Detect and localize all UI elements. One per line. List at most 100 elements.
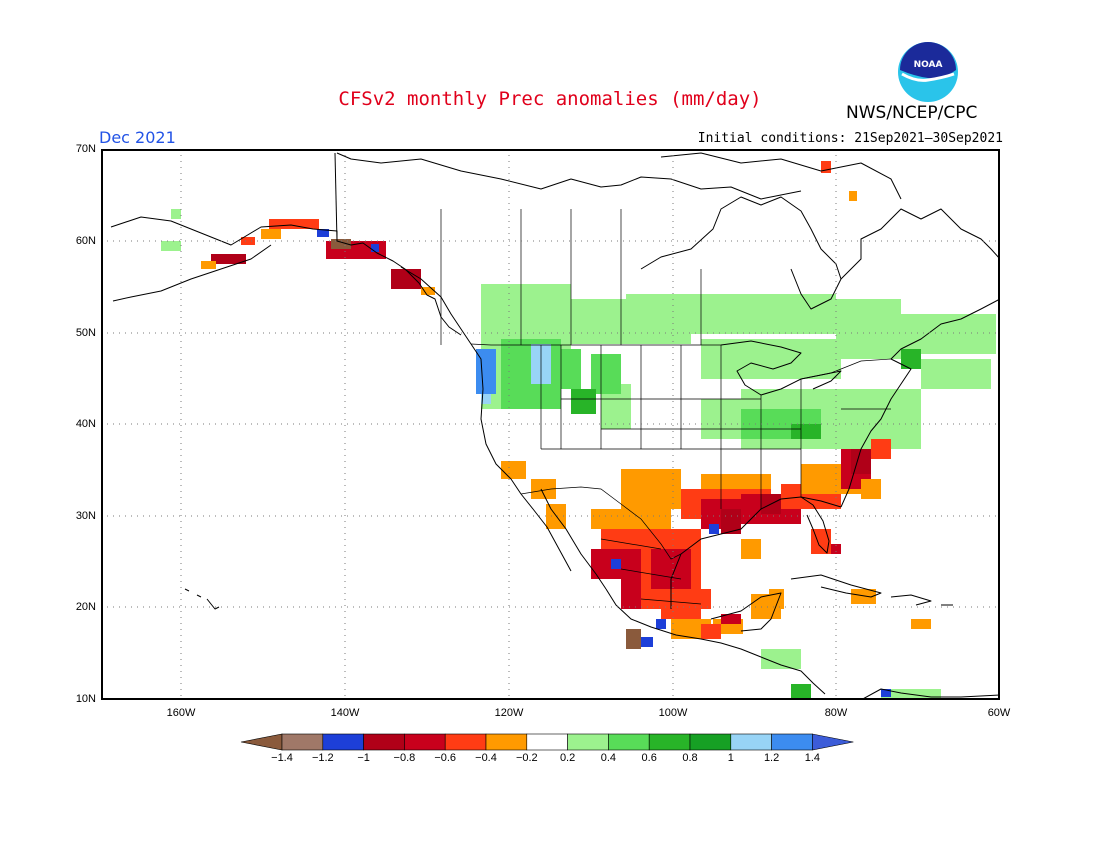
colorbar-tick-label: −1: [357, 752, 370, 764]
anomaly-cell-orange: [851, 589, 876, 604]
alaska-coast: [110, 216, 462, 336]
anomaly-cell-dark-blue: [611, 559, 621, 569]
colorbar-cell: [730, 733, 772, 751]
central-america: [760, 656, 826, 695]
arctic-coast: [336, 152, 802, 200]
anomaly-cell-red-orange: [601, 529, 641, 549]
colorbar-tick-label: 1.4: [804, 752, 821, 764]
colorbar-tick-label: −1.4: [271, 752, 293, 764]
colorbar-tick-label: 1.2: [763, 752, 780, 764]
anomaly-cells: [161, 161, 996, 700]
colorbar-arrow-left: [240, 733, 283, 751]
south-america: [860, 688, 1000, 700]
anomaly-cell-orange: [591, 509, 671, 529]
lon-label-140w: 140W: [330, 707, 360, 719]
anomaly-cell-light-green: [171, 209, 181, 219]
colorbar-tick-label: −1.2: [311, 752, 334, 764]
hispaniola: [890, 594, 932, 606]
colorbar-cell: [608, 733, 650, 751]
colorbar-tick-label: −0.6: [434, 752, 457, 764]
colorbar-tick-label: 0.2: [559, 752, 576, 764]
map-frame: [101, 149, 1000, 700]
colorbar-cell: [281, 733, 324, 751]
colorbar-cell: [648, 733, 691, 751]
anomaly-cell-dark-red: [391, 269, 421, 289]
logo-text: NOAA: [914, 60, 943, 70]
alaska-border: [334, 152, 338, 242]
colorbar-cell: [771, 733, 813, 751]
anomaly-map: [101, 149, 1000, 700]
hawaii: [184, 588, 220, 610]
anomaly-cell-dark-green: [571, 389, 596, 414]
labrador-coast: [840, 208, 1000, 280]
agency-label: NWS/NCEP/CPC: [846, 103, 978, 123]
colorbar-cell: [689, 733, 732, 751]
cuba: [790, 574, 882, 598]
anomaly-cell-orange: [911, 619, 931, 629]
anomaly-cell-red-orange: [269, 219, 319, 229]
anomaly-cell-dark-blue: [709, 524, 719, 534]
anomaly-cell-brown: [331, 239, 351, 249]
colorbar-tick-label: −0.2: [515, 752, 538, 764]
anomaly-cell-light-green: [626, 294, 836, 334]
anomaly-cell-orange: [201, 261, 216, 269]
colorbar-tick-label: −0.8: [393, 752, 416, 764]
lon-label-160w: 160W: [166, 707, 196, 719]
mexico-states: [600, 538, 702, 605]
coastlines: [110, 152, 1000, 700]
anomaly-cell-dark-green: [901, 349, 921, 369]
lat-label-10n: 10N: [75, 693, 96, 705]
lat-label-30n: 30N: [75, 510, 96, 522]
lon-label-100w: 100W: [658, 707, 688, 719]
anomaly-cell-orange: [861, 479, 881, 499]
anomaly-cell-dark-red: [851, 449, 871, 474]
colorbar-cell: [567, 733, 609, 751]
lon-label-120w: 120W: [494, 707, 524, 719]
us-west-coast: [470, 343, 522, 495]
anomaly-cell-orange: [421, 287, 435, 295]
colorbar-cell: [404, 733, 446, 751]
colorbar-tick-label: 0.6: [641, 752, 657, 764]
atlantic-canada: [890, 298, 1000, 360]
anomaly-cell-red-orange: [811, 529, 831, 554]
anomaly-cell-red-orange: [821, 161, 831, 173]
anomaly-cell-orange: [531, 479, 556, 499]
anomaly-cell-dark-red: [721, 509, 741, 534]
borders: [440, 209, 892, 605]
anomaly-cell-red-orange: [871, 439, 891, 459]
anomaly-cell-dark-blue: [641, 637, 653, 647]
anomaly-cell-orange: [261, 229, 281, 239]
anomaly-cell-light-green: [901, 314, 996, 354]
anomaly-cell-light-green: [701, 339, 841, 379]
anomaly-cell-red-orange: [701, 624, 721, 639]
chart-title: CFSv2 monthly Prec anomalies (mm/day): [338, 88, 762, 110]
initial-conditions: Initial conditions: 21Sep2021–30Sep2021: [697, 131, 1003, 146]
colorbar-tick-label: 1: [727, 752, 734, 764]
anomaly-cell-dark-blue: [881, 689, 891, 697]
anomaly-cell-light-green: [161, 241, 181, 251]
anomaly-cell-light-green: [836, 299, 901, 359]
lat-label-50n: 50N: [75, 327, 96, 339]
lat-label-70n: 70N: [75, 143, 96, 155]
colorbar-cell: [444, 733, 487, 751]
east-coast: [840, 358, 912, 508]
mexico-pacific: [605, 588, 762, 658]
province-lines: [440, 209, 702, 345]
baja-gulf: [540, 488, 607, 590]
noaa-logo: NOAA: [898, 42, 958, 102]
anomaly-cell-orange: [741, 539, 761, 559]
lat-label-60n: 60N: [75, 235, 96, 247]
anomaly-cell-orange: [501, 461, 526, 479]
anomaly-cell-dark-blue: [317, 229, 329, 237]
colorbar-cell: [322, 733, 364, 751]
lon-label-80w: 80W: [824, 707, 848, 719]
anomaly-cell-dark-green: [791, 424, 821, 439]
lon-label-60w: 60W: [987, 707, 1011, 719]
bc-coast: [400, 266, 472, 345]
yucatan: [710, 592, 782, 632]
colorbar-cell: [526, 733, 568, 751]
anomaly-cell-red-orange: [241, 237, 255, 245]
state-lines: [540, 345, 891, 509]
anomaly-cell-orange: [849, 191, 857, 201]
hudson-bay: [640, 196, 842, 310]
